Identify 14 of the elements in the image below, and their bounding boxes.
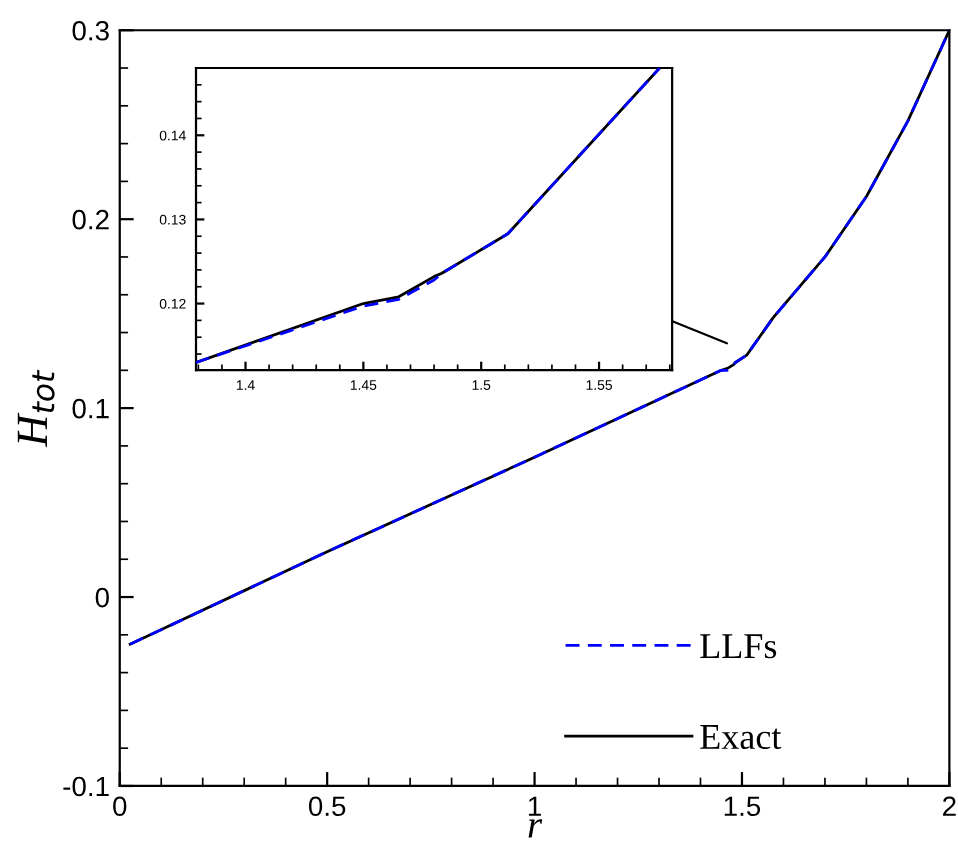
x-axis-title: r [528, 819, 543, 838]
y-tick-label: 0.3 [72, 20, 109, 41]
y-tick-label: 0.2 [72, 209, 109, 230]
legend-label: Exact [700, 725, 782, 750]
x-tick-label: 0 [113, 796, 127, 817]
x-tick-label: 1.5 [724, 796, 761, 817]
legend-label: LLFs [700, 634, 777, 659]
x-tick-label: 0.5 [308, 796, 346, 817]
x-tick-label: 1 [528, 796, 541, 816]
x-tick-label: 2 [943, 796, 956, 816]
y-tick-label: 0 [95, 587, 109, 608]
y-tick-label: 0.1 [72, 398, 109, 419]
y-axis-title: H$_{tot}$ [17, 369, 55, 448]
y-tick-label: -0.1 [63, 776, 109, 797]
